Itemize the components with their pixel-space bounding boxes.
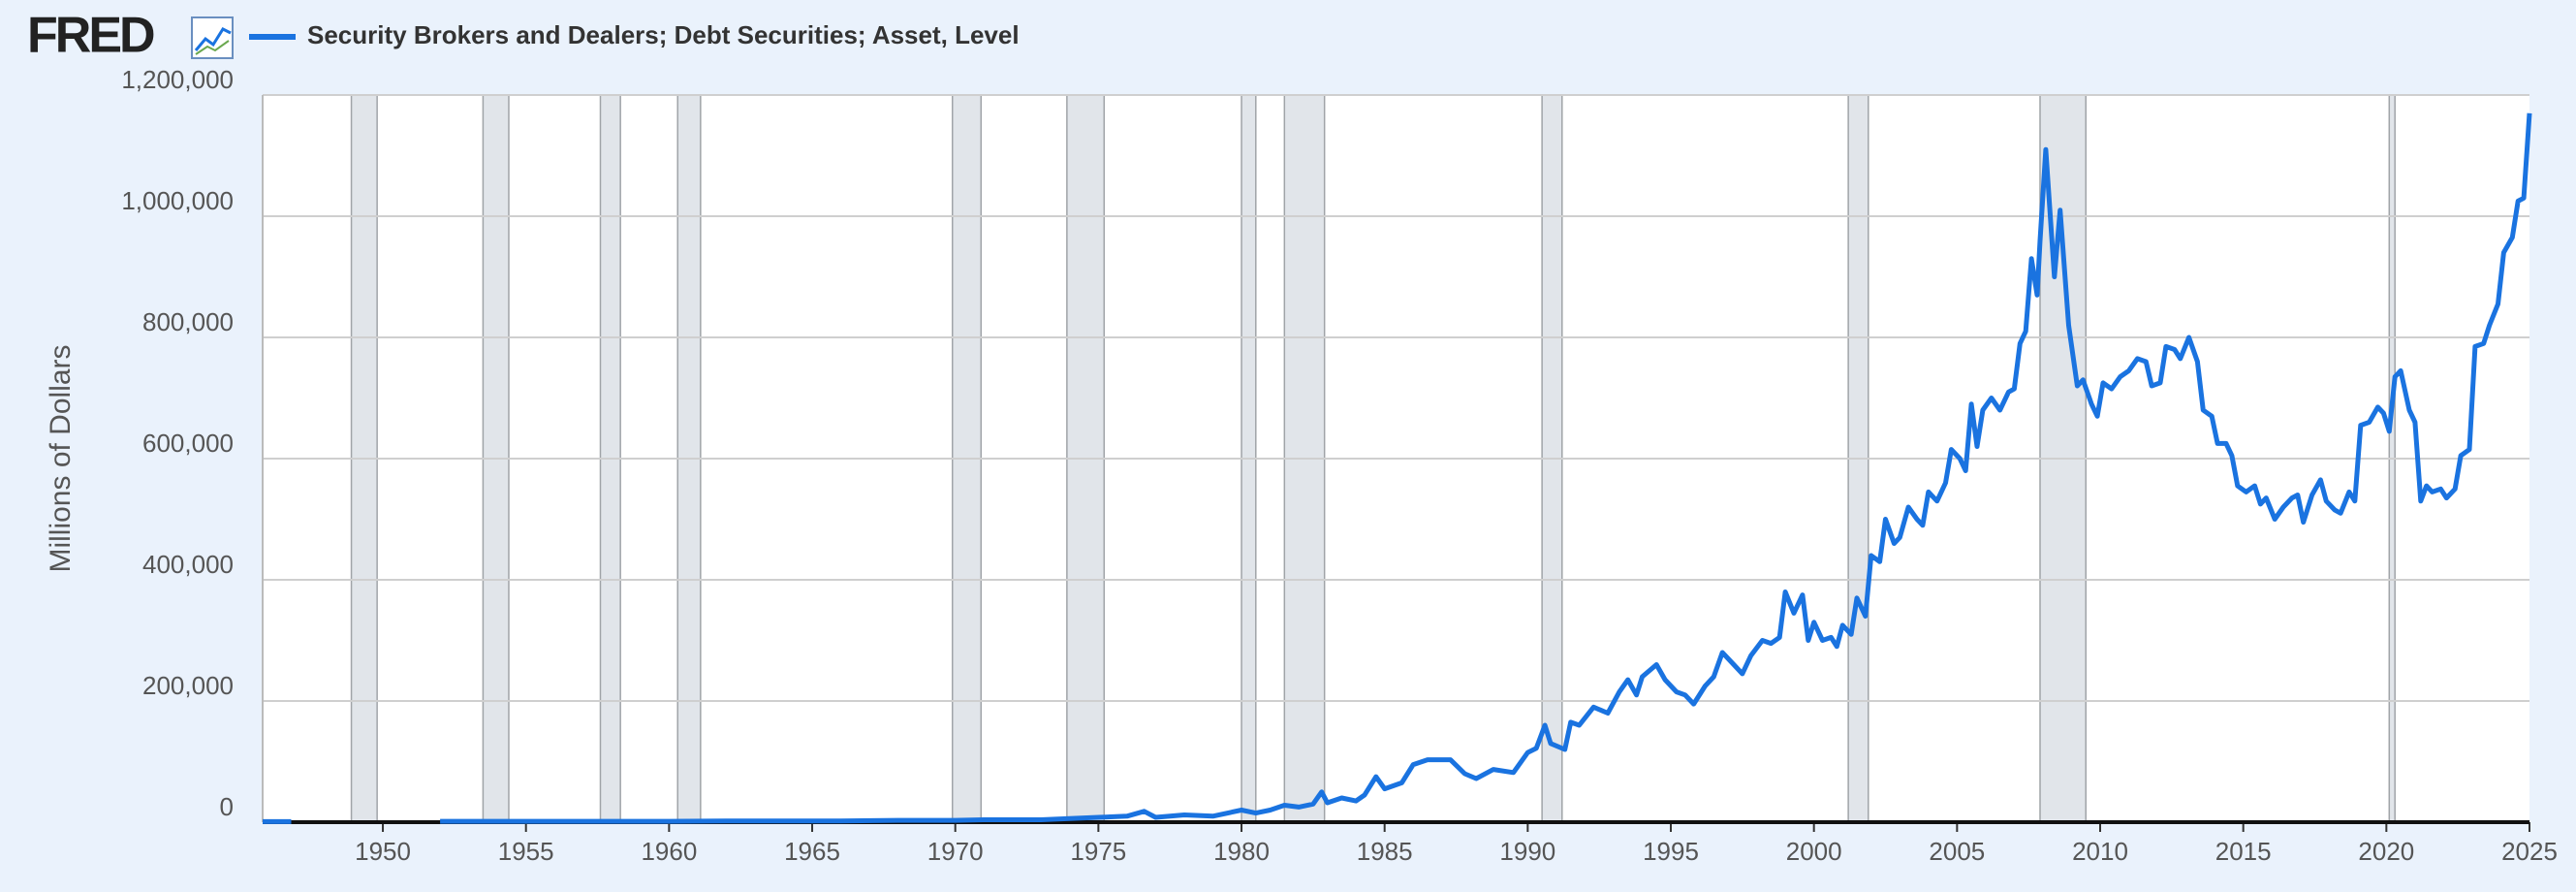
x-tick-label: 1995 — [1643, 837, 1699, 866]
x-tick-label: 1950 — [355, 837, 411, 866]
y-tick-label: 0 — [220, 792, 234, 821]
y-axis-title: Millions of Dollars — [45, 344, 77, 572]
y-tick-label: 600,000 — [142, 429, 234, 458]
x-tick-label: 1985 — [1357, 837, 1413, 866]
x-tick-label: 2000 — [1786, 837, 1842, 866]
y-tick-label: 800,000 — [142, 307, 234, 336]
y-tick-label: 200,000 — [142, 671, 234, 700]
legend-label: Security Brokers and Dealers; Debt Secur… — [307, 20, 1020, 49]
x-tick-label: 1960 — [641, 837, 697, 866]
logo: FRED — [27, 8, 154, 64]
x-tick-label: 2015 — [2215, 837, 2272, 866]
logo-icon — [191, 16, 234, 59]
data-line — [263, 112, 2532, 824]
x-tick-label: 1980 — [1213, 837, 1270, 866]
x-tick-label: 1955 — [498, 837, 554, 866]
x-tick-label: 2005 — [1929, 837, 1985, 866]
x-tick-label: 2010 — [2072, 837, 2128, 866]
y-tick-label: 1,200,000 — [121, 65, 234, 94]
x-tick-label: 1970 — [927, 837, 984, 866]
x-tick-label: 1990 — [1499, 837, 1555, 866]
x-tick-label: 2020 — [2358, 837, 2414, 866]
y-tick-label: 1,000,000 — [121, 186, 234, 215]
x-tick-label: 1965 — [784, 837, 840, 866]
x-tick-label: 2025 — [2501, 837, 2558, 866]
x-tick-label: 1975 — [1070, 837, 1126, 866]
y-tick-label: 400,000 — [142, 550, 234, 579]
